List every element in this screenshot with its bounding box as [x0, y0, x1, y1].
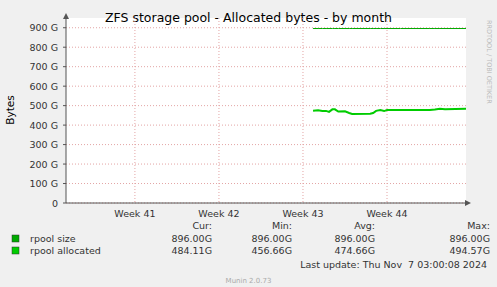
x-tick-label: Week 41	[114, 208, 155, 219]
y-tick-label: 500 G	[29, 100, 58, 111]
y-grid-line	[66, 125, 466, 126]
series-group	[313, 29, 466, 114]
plot-area	[66, 18, 466, 203]
y-tick-label: 800 G	[29, 42, 58, 53]
stats-header: Avg:	[354, 220, 375, 231]
x-tick-label: Week 43	[282, 208, 323, 219]
y-grid-line	[66, 144, 466, 145]
y-tick-label: 300 G	[29, 139, 58, 150]
y-axis-arrow	[63, 13, 69, 19]
stats-value: 494.57G	[449, 245, 490, 256]
series-line	[313, 28, 466, 29]
background	[0, 0, 497, 287]
y-tick-label: 0	[52, 198, 58, 209]
stats-header: Min:	[272, 220, 292, 231]
y-grid-line	[66, 203, 466, 204]
credit: Munin 2.0.73	[226, 277, 272, 285]
legend-label: rpool allocated	[30, 245, 101, 256]
x-axis	[66, 203, 466, 204]
stats-value: 896.00G	[449, 233, 490, 244]
x-axis-arrow	[465, 200, 471, 206]
stats-value: 456.66G	[251, 245, 292, 256]
stats-header: Cur:	[192, 220, 212, 231]
y-tick-label: 100 G	[29, 178, 58, 189]
stats-value: 474.66G	[334, 245, 375, 256]
x-grid-line	[134, 18, 135, 203]
stats-header: Max:	[467, 220, 490, 231]
legend-swatch	[12, 247, 19, 254]
y-tick-label: 600 G	[29, 81, 58, 92]
x-grid-line	[218, 18, 219, 203]
series-line	[313, 109, 466, 114]
title: ZFS storage pool - Allocated bytes - by …	[105, 10, 392, 25]
stats-value: 896.00G	[334, 233, 375, 244]
y-axis-label: Bytes	[4, 95, 16, 124]
legend-swatch	[12, 235, 19, 242]
x-tick-label: Week 42	[198, 208, 239, 219]
stats-value: 896.00G	[171, 233, 212, 244]
y-grid-line	[66, 66, 466, 67]
legend-label: rpool size	[30, 233, 76, 244]
y-tick-label: 200 G	[29, 159, 58, 170]
y-grid-line	[66, 164, 466, 165]
y-grid-line	[66, 105, 466, 106]
stats-value: 896.00G	[251, 233, 292, 244]
y-axis	[66, 18, 67, 203]
y-tick-label: 700 G	[29, 61, 58, 72]
y-grid-line	[66, 183, 466, 184]
x-tick-label: Week 44	[366, 208, 407, 219]
last-update: Last update: Thu Nov 7 03:00:08 2024	[300, 259, 487, 270]
y-grid-line	[66, 47, 466, 48]
watermark: RRDTOOL / TOBI OETIKER	[485, 20, 493, 104]
y-grid-line	[66, 27, 466, 28]
y-tick-label: 400 G	[29, 120, 58, 131]
y-grid-line	[66, 86, 466, 87]
chart: ZFS storage pool - Allocated bytes - by …	[0, 0, 497, 287]
y-tick-label: 900 G	[29, 22, 58, 33]
x-grid-line	[302, 18, 303, 203]
stats-value: 484.11G	[171, 245, 212, 256]
